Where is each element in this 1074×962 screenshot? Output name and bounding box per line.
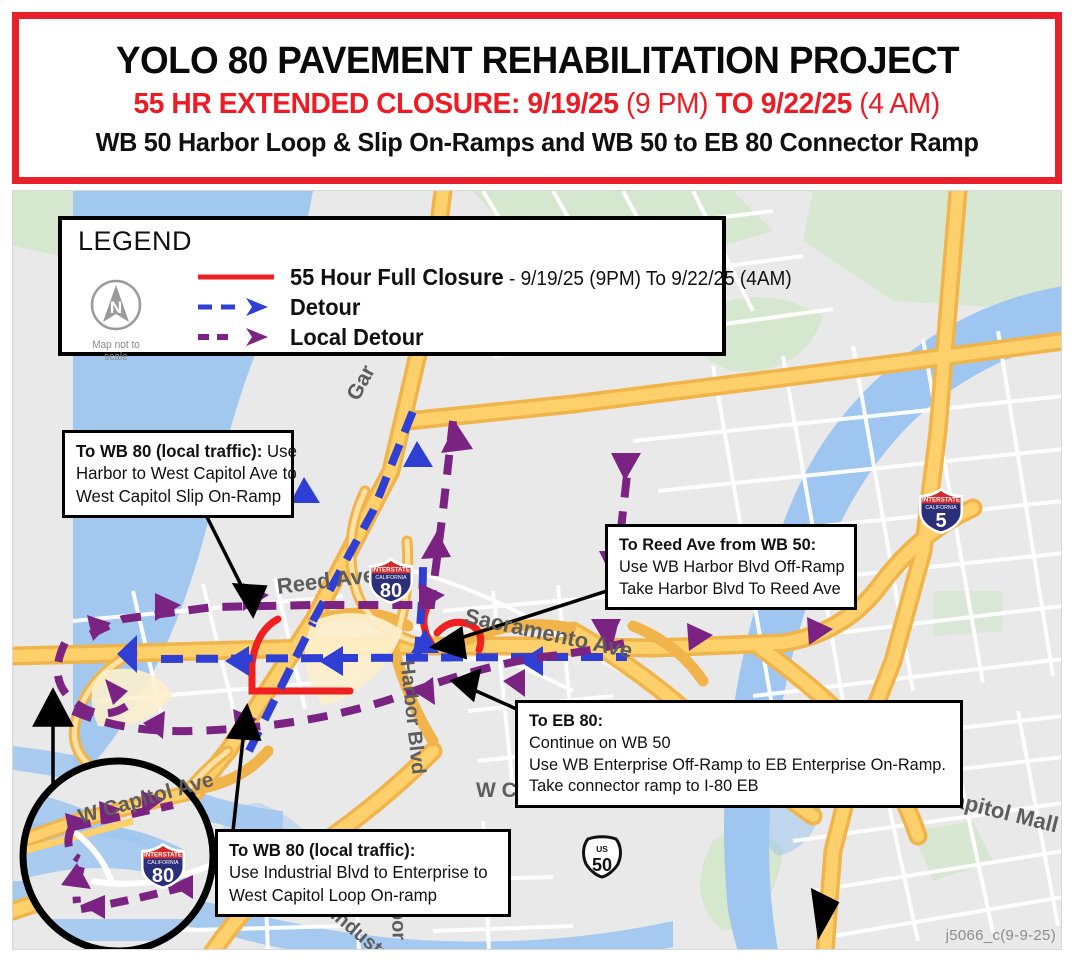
callout-line: Harbor to West Capitol Ave to: [76, 463, 297, 484]
callout-line: Use WB Enterprise Off-Ramp to EB Enterpr…: [529, 754, 946, 774]
callout-line: To Reed Ave from WB 50:: [619, 535, 817, 554]
legend-label-text: 55 Hour Full Closure: [290, 263, 504, 290]
callout-pointer-arrows: [32, 500, 840, 941]
callout-to-wb80-local-harbor: To WB 80 (local traffic): Use Harbor to …: [62, 430, 297, 519]
closure-to-label: TO 9/22/25: [715, 88, 853, 121]
legend-swatch-detour: [194, 294, 290, 320]
legend-label-full-closure: 55 Hour Full Closure - 9/19/25 (9PM) To …: [290, 264, 792, 291]
map-legend: LEGEND N Map not to scale 55 Hour Full C…: [58, 216, 792, 363]
shield-i80-center: INTERSTATE CALIFORNIA 80: [141, 842, 185, 894]
callout-to-eb-80: To EB 80: Continue on WB 50 Use WB Enter…: [515, 700, 963, 808]
callout-line: Use Industrial Blvd to Enterprise to: [229, 862, 488, 883]
legend-title: LEGEND: [78, 226, 193, 256]
legend-swatch-local-detour: [194, 324, 290, 350]
callout-line: West Capitol Loop On-ramp: [229, 884, 437, 905]
callout-line: Continue on WB 50: [529, 732, 671, 752]
legend-label-detour: Detour: [290, 293, 361, 320]
callout-line-rest: Use: [262, 441, 297, 461]
callout-line: West Capitol Slip On-Ramp: [76, 485, 282, 506]
svg-text:INTERSTATE: INTERSTATE: [372, 566, 410, 573]
callout-to-reed-ave-from-wb50: To Reed Ave from WB 50: Use WB Harbor Bl…: [605, 524, 857, 611]
inset-circle-border: [19, 757, 217, 949]
legend-label-local-detour: Local Detour: [290, 323, 424, 350]
local-wcapitol-loop: [53, 641, 134, 718]
legend-label-sub: - 9/19/25 (9PM) To 9/22/25 (4AM): [503, 267, 792, 290]
legend-swatch-full-closure: [194, 264, 290, 290]
callout-line: To WB 80 (local traffic):: [229, 840, 416, 860]
pointer-head-reed: [428, 626, 468, 660]
detour-blue-arrowheads: [117, 441, 543, 676]
legend-row-detour: Detour: [194, 292, 818, 322]
inset-local-detour-eastbound: [72, 801, 174, 831]
svg-text:5: 5: [935, 510, 946, 532]
shield-i5: INTERSTATE CALIFORNIA 5: [919, 487, 963, 539]
svg-text:INTERSTATE: INTERSTATE: [144, 851, 182, 858]
svg-text:US: US: [596, 844, 608, 854]
sheet-reference-code: j5066_c(9-9-25): [945, 927, 1056, 944]
callout-line: Take Harbor Blvd To Reed Ave: [619, 578, 841, 598]
closure-wb50-eb80-connector: [433, 618, 485, 654]
svg-text:INTERSTATE: INTERSTATE: [922, 496, 960, 503]
pointer-head-inset: [32, 687, 74, 727]
shield-us50: US 50: [580, 833, 624, 884]
callout-to-wb80-local-industrial: To WB 80 (local traffic): Use Industrial…: [215, 829, 511, 918]
sacramento-ave-hwy: [402, 335, 1061, 427]
project-title: YOLO 80 PAVEMENT REHABILITATION PROJECT: [115, 39, 959, 82]
detour-i80-nb: [309, 409, 417, 623]
svg-text:CALIFORNIA: CALIFORNIA: [925, 505, 957, 511]
pointer-head-i5-south: [810, 887, 840, 941]
legend-row-full-closure: 55 Hour Full Closure - 9/19/25 (9PM) To …: [194, 262, 818, 292]
callout-line-bold: To WB 80 (local traffic):: [76, 441, 263, 461]
svg-text:CALIFORNIA: CALIFORNIA: [375, 575, 407, 581]
legend-entries: 55 Hour Full Closure - 9/19/25 (9PM) To …: [194, 262, 818, 352]
legend-row-local-detour: Local Detour: [194, 322, 818, 352]
closure-window-line: 55 HR EXTENDED CLOSURE: 9/19/25 (9 PM) T…: [133, 88, 941, 121]
closure-prefix: 55 HR EXTENDED CLOSURE: 9/19/25: [133, 88, 619, 121]
svg-text:50: 50: [592, 855, 612, 875]
i5-mainline: [819, 191, 964, 949]
closure-start-time: (9 PM): [626, 88, 709, 121]
callout-line: To EB 80:: [529, 711, 604, 730]
callout-line: Take connector ramp to I-80 EB: [529, 776, 759, 796]
north-arrow-icon: N: [90, 279, 142, 331]
svg-text:CALIFORNIA: CALIFORNIA: [147, 860, 179, 866]
svg-text:80: 80: [380, 580, 402, 602]
project-subtitle: WB 50 Harbor Loop & Slip On-Ramps and WB…: [95, 126, 979, 157]
pointer-head-wb80-harbor: [231, 583, 268, 619]
closure-end-time: (4 AM): [859, 88, 941, 121]
closure-harbor-loop-onramp: [248, 615, 354, 695]
pointer-head-wb80-industrial: [226, 702, 262, 741]
shield-i80-north: INTERSTATE CALIFORNIA 80: [369, 557, 413, 609]
svg-text:80: 80: [152, 865, 174, 887]
compass-north-letter: N: [110, 298, 122, 317]
pointer-head-eb80: [449, 668, 482, 703]
detour-us50-wb: [160, 653, 627, 663]
local-harbor-to-wcapitol: [83, 420, 457, 641]
map-scale-note: Map not to scale: [92, 339, 140, 363]
project-header-banner: YOLO 80 PAVEMENT REHABILITATION PROJECT …: [12, 12, 1062, 184]
compass-rose: N Map not to scale: [80, 278, 152, 363]
callout-line: Use WB Harbor Blvd Off-Ramp: [619, 556, 845, 576]
callout-line: To WB 80 (local traffic): Use: [76, 440, 297, 462]
